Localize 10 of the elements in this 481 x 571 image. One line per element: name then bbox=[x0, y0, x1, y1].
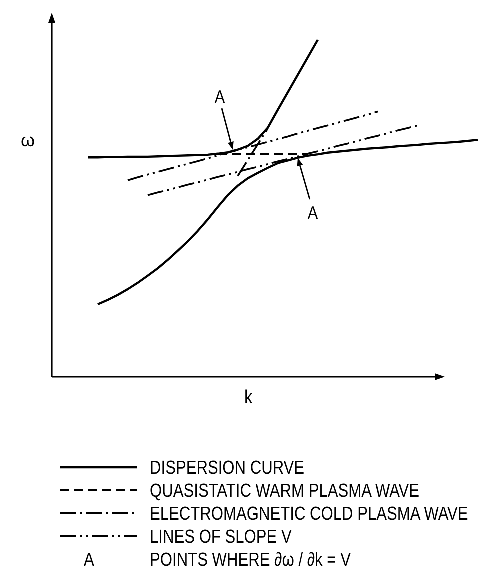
text: A bbox=[84, 548, 95, 570]
legend-label: ELECTROMAGNETIC COLD PLASMA WAVE bbox=[150, 502, 468, 524]
y-axis-title: ω bbox=[20, 130, 36, 150]
text: POINTS WHERE ∂ω / ∂k = V bbox=[150, 548, 352, 570]
annotation: A bbox=[214, 86, 226, 108]
legend-label: LINES OF SLOPE V bbox=[150, 525, 292, 548]
legend-label: DISPERSION CURVE bbox=[150, 456, 305, 479]
x-axis-title: k bbox=[244, 386, 253, 408]
annotation: A bbox=[308, 202, 319, 224]
legend-label: QUASISTATIC WARM PLASMA WAVE bbox=[150, 480, 420, 502]
